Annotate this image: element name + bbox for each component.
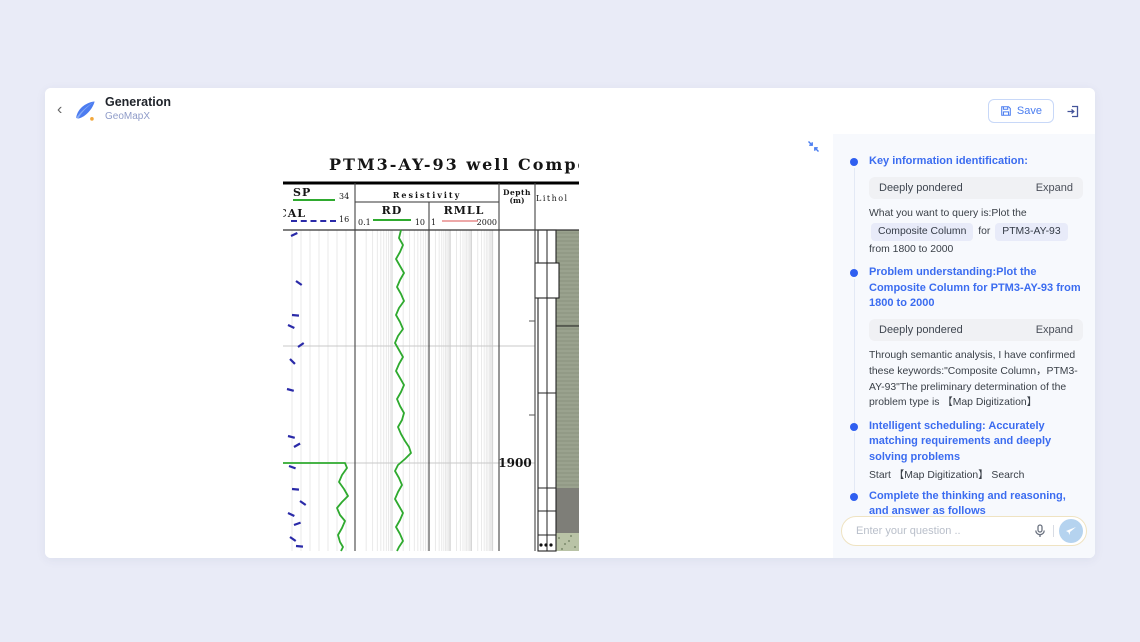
cal-curve-sample — [291, 220, 336, 222]
save-icon — [1000, 105, 1012, 117]
exit-icon[interactable] — [1066, 104, 1081, 119]
bullet-icon — [850, 422, 858, 431]
app-window: ‹ Generation GeoMapX — [45, 88, 1095, 558]
resistivity-group-label: Resistivity — [392, 190, 462, 200]
rmll-scale-max: 2000 — [476, 218, 497, 227]
composer-divider — [1053, 525, 1054, 537]
pondered-label: Deeply pondered — [879, 324, 963, 337]
lithology-column-label: Lithol — [536, 194, 569, 203]
depth-tick-1900: 1900 — [498, 456, 532, 470]
keyword-chip-well-name[interactable]: PTM3-AY-93 — [995, 223, 1068, 241]
section-key-information: Key information identification: Deeply p… — [847, 154, 1083, 270]
well-log-plot — [283, 181, 579, 552]
section-problem-understanding: Problem understanding:Plot the Composite… — [847, 265, 1083, 423]
send-button[interactable] — [1059, 519, 1083, 543]
assistant-panel: Key information identification: Deeply p… — [833, 134, 1095, 558]
query-prefix: What you want to query is:Plot the — [869, 208, 1027, 220]
section-heading: Key information identification: — [869, 155, 1028, 167]
expand-button[interactable]: Expand — [1035, 182, 1073, 195]
bullet-icon — [850, 493, 858, 502]
sp-scale-max: 34 — [339, 192, 350, 201]
rd-scale-max: 10 — [414, 218, 425, 227]
rd-curve-sample — [373, 219, 411, 221]
bullet-icon — [850, 269, 858, 278]
keyword-chip-composite-column[interactable]: Composite Column — [871, 223, 974, 241]
section-intelligent-scheduling: Intelligent scheduling: Accurately match… — [847, 419, 1083, 496]
app-header: ‹ Generation GeoMapX — [45, 88, 1095, 135]
sp-curve-label: SP — [293, 186, 312, 199]
save-button[interactable]: Save — [987, 99, 1054, 123]
pondered-label: Deeply pondered — [879, 182, 963, 195]
assistant-sections: Key information identification: Deeply p… — [833, 134, 1095, 539]
cal-curve-label: CAL — [283, 207, 307, 220]
app-logo-icon — [71, 97, 98, 124]
depth-column-label: Depth — [503, 188, 531, 197]
rmll-curve-sample — [442, 220, 478, 222]
analysis-paragraph: Through semantic analysis, I have confir… — [869, 350, 1078, 409]
rd-curve-label: RD — [381, 204, 403, 217]
cal-scale-max: 16 — [339, 215, 350, 224]
header-titles: Generation GeoMapX — [105, 95, 171, 122]
rmll-curve-label: RMLL — [443, 204, 485, 217]
section-complete-answer: Complete the thinking and reasoning, and… — [847, 489, 1083, 520]
send-icon — [1065, 525, 1077, 537]
app-name: GeoMapX — [105, 111, 151, 122]
rmll-scale-min: 1 — [431, 218, 437, 227]
save-label: Save — [1016, 105, 1042, 117]
query-mid: for — [978, 226, 991, 237]
question-input-bar — [841, 516, 1087, 546]
section-heading: Problem understanding:Plot the Composite… — [869, 266, 1081, 309]
question-input[interactable] — [854, 524, 1027, 538]
well-log-chart: PTM3-AY-93 well Compo SP 34 CAL 16 Resis… — [283, 148, 579, 554]
page-title: Generation — [105, 95, 171, 109]
deeply-pondered-box[interactable]: Deeply pondered Expand — [869, 319, 1083, 342]
mic-icon[interactable] — [1033, 524, 1047, 538]
bullet-icon — [850, 158, 858, 166]
chart-title: PTM3-AY-93 well Compo — [329, 155, 579, 174]
query-paragraph: What you want to query is:Plot the Compo… — [869, 206, 1083, 257]
chart-canvas: PTM3-AY-93 well Compo SP 34 CAL 16 Resis… — [45, 134, 833, 558]
query-suffix: from 1800 to 2000 — [869, 243, 954, 255]
header-actions: Save — [987, 99, 1081, 123]
section-heading: Intelligent scheduling: Accurately match… — [869, 419, 1052, 463]
expand-button[interactable]: Expand — [1035, 324, 1073, 337]
scheduling-subtext: Start 【Map Digitization】 Search — [869, 470, 1025, 481]
rd-scale-min: 0.1 — [358, 218, 371, 227]
section-heading: Complete the thinking and reasoning, and… — [869, 490, 1066, 518]
collapse-icon[interactable] — [807, 140, 820, 158]
sp-curve-sample — [293, 199, 335, 201]
deeply-pondered-box[interactable]: Deeply pondered Expand — [869, 177, 1083, 200]
back-button[interactable]: ‹ — [57, 101, 63, 118]
depth-unit-label: (m) — [509, 196, 525, 205]
